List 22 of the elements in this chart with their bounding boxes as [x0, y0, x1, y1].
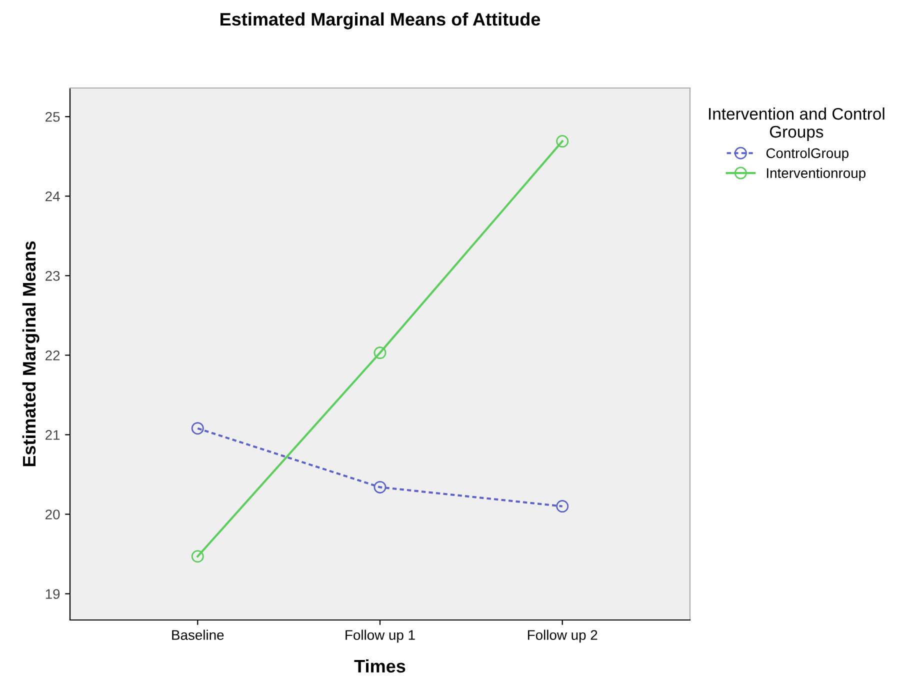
point	[191, 422, 204, 435]
y-tick-label: 21	[46, 430, 60, 440]
y-axis-title: Estimated Marginal Means	[22, 241, 40, 466]
legend-label: Interventionroup	[766, 168, 866, 181]
legend-label: ControlGroup	[766, 148, 848, 161]
chart-title: Estimated Marginal Means of Attitude	[220, 12, 540, 30]
y-tick-label: 25	[46, 112, 60, 122]
point	[374, 346, 386, 360]
x-axis-title: Times	[354, 659, 406, 673]
x-tick-label: Follow up 1	[346, 630, 415, 643]
x-tick-label: Follow up 2	[528, 630, 598, 643]
y-tick-label: 24	[46, 191, 60, 202]
point	[556, 500, 569, 513]
y-tick-label: 19	[46, 589, 60, 599]
y-tick-label: 23	[46, 271, 60, 281]
point	[374, 480, 386, 494]
point	[191, 550, 204, 563]
x-tick-label: Baseline	[172, 630, 224, 640]
y-tick-label: 22	[46, 350, 60, 360]
point	[556, 135, 569, 148]
y-tick-label: 20	[46, 510, 60, 520]
legend-title: Intervention and Control Groups	[709, 108, 884, 141]
